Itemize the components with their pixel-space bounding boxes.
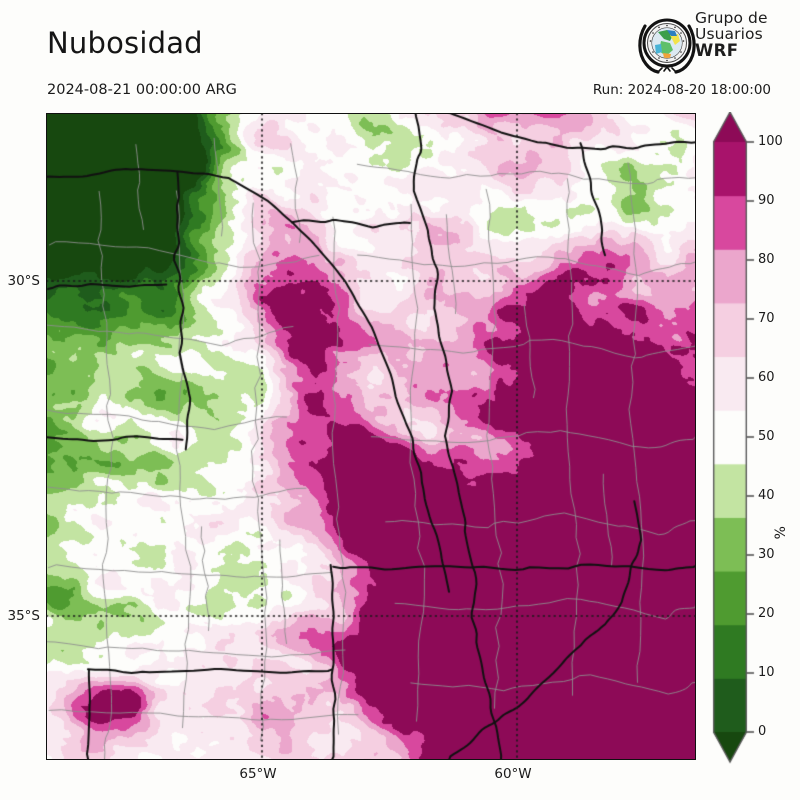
colorbar-gradient (711, 112, 797, 764)
colorbar-tick-60: 60 (758, 370, 775, 385)
colorbar-tick-20: 20 (758, 606, 775, 621)
colorbar-units-label: % (773, 526, 789, 540)
xtick-label-0: 65°W (239, 766, 277, 782)
colorbar-tick-100: 100 (758, 134, 783, 149)
ytick-label-0: 30°S (7, 273, 41, 289)
logo-line-2: Usuarios (695, 24, 763, 43)
run-time-label: Run: 2024-08-20 18:00:00 (592, 82, 771, 98)
logo-line-3: WRF (695, 40, 739, 60)
colorbar-tick-30: 30 (758, 547, 775, 562)
wrf-globe-emblem-icon (638, 18, 696, 74)
colorbar-tick-50: 50 (758, 429, 775, 444)
valid-time-label: 2024-08-21 00:00:00 ARG (47, 82, 237, 98)
map-plot-area[interactable] (46, 113, 696, 760)
colorbar-tick-80: 80 (758, 252, 775, 267)
logo-text: Grupo de Usuarios WRF (695, 9, 768, 60)
xtick-label-1: 60°W (494, 766, 532, 782)
colorbar-tick-90: 90 (758, 193, 775, 208)
page-title: Nubosidad (47, 26, 203, 60)
colorbar-tick-0: 0 (758, 724, 767, 739)
cloud-cover-field (46, 113, 696, 760)
colorbar-tick-40: 40 (758, 488, 775, 503)
logo-line-1: Grupo de (695, 9, 768, 27)
colorbar-tick-10: 10 (758, 665, 775, 680)
logo-block: Grupo de Usuarios WRF (637, 9, 797, 76)
ytick-label-1: 35°S (7, 608, 41, 624)
colorbar-tick-70: 70 (758, 311, 775, 326)
colorbar[interactable]: % 0 10 20 30 40 50 60 70 80 90 100 (711, 112, 797, 764)
